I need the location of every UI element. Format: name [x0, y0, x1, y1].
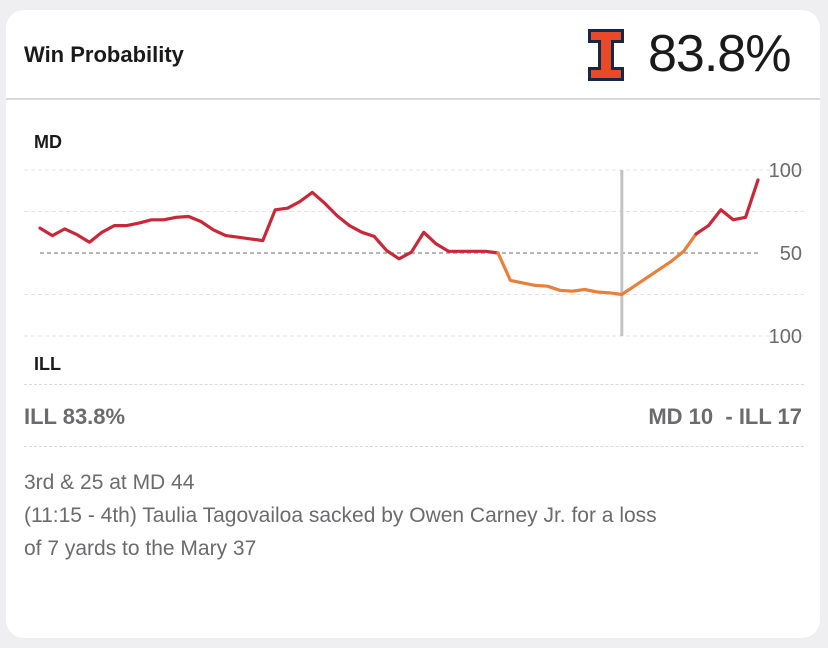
win-probability-line-early: [38, 190, 500, 261]
score-divider: [24, 446, 804, 447]
y-tick-label: 100: [769, 160, 802, 182]
chart-divider: [24, 384, 804, 385]
win-probability-card: Win Probability 83.8% MD ILL 100 50 100 ILL …: [6, 10, 820, 638]
illinois-block-i-logo-icon: [588, 29, 624, 81]
play-situation: 3rd & 25 at MD 44: [24, 471, 195, 494]
y-tick-label: 50: [780, 243, 802, 265]
game-score: MD 10 - ILL 17: [648, 404, 802, 429]
play-text-line-1: (11:15 - 4th) Taulia Tagovailoa sacked b…: [24, 504, 657, 527]
y-tick-label: 100: [769, 326, 802, 348]
win-probability-line-recent: [496, 232, 698, 297]
card-header: Win Probability 83.8%: [6, 10, 820, 100]
leader-probability: ILL 83.8%: [24, 404, 126, 429]
card-title: Win Probability: [24, 42, 184, 67]
play-text-line-2: of 7 yards to the Mary 37: [24, 537, 257, 560]
play-description: 3rd & 25 at MD 44 (11:15 - 4th) Taulia T…: [24, 466, 804, 565]
bottom-team-label: ILL: [34, 354, 61, 374]
win-probability-line-late: [694, 178, 760, 236]
win-probability-chart: MD ILL 100 50 100: [24, 132, 804, 374]
win-probability-value: 83.8%: [648, 25, 791, 83]
top-team-label: MD: [34, 132, 62, 152]
